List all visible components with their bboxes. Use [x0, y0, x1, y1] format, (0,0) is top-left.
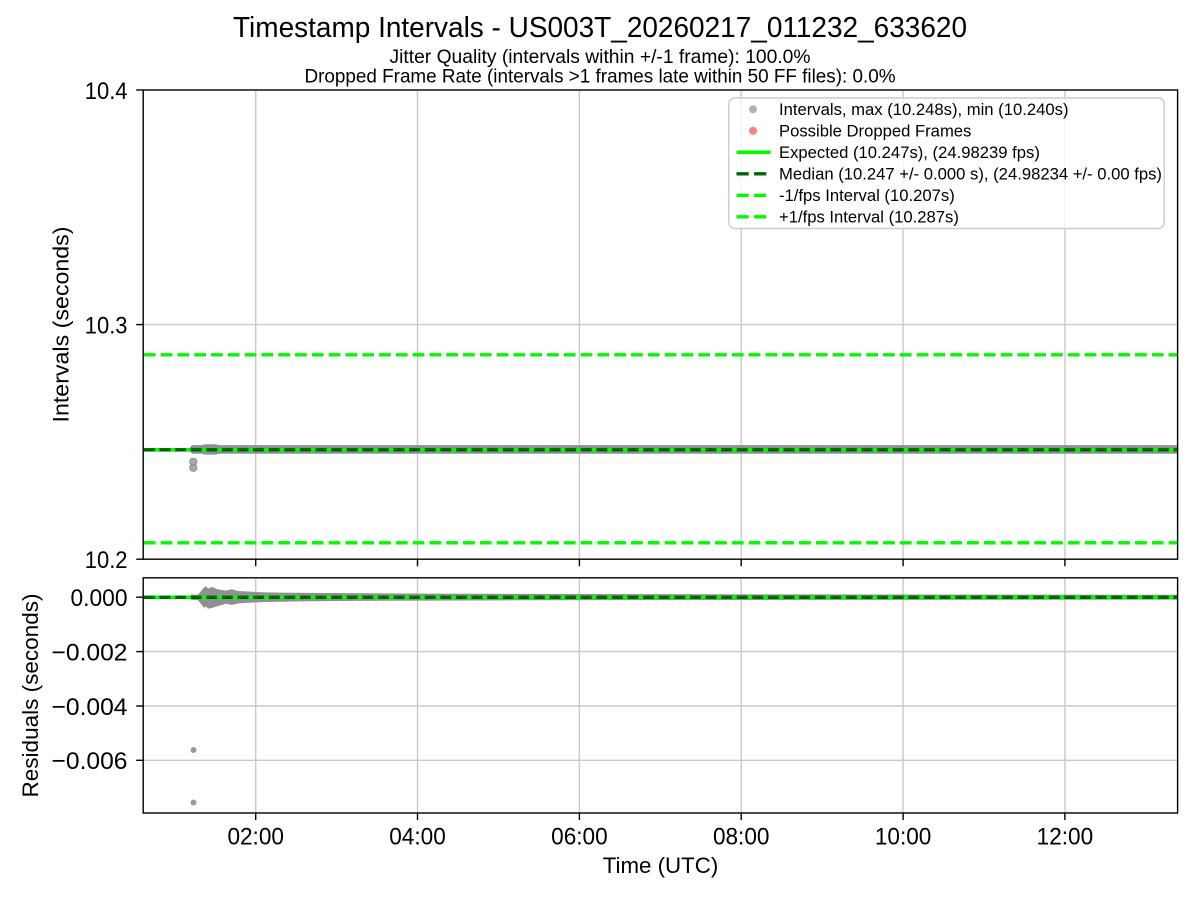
svg-text:0.000: 0.000	[71, 585, 128, 612]
svg-text:Intervals, max (10.248s), min: Intervals, max (10.248s), min (10.240s)	[779, 100, 1068, 119]
svg-text:−0.002: −0.002	[52, 640, 128, 667]
svg-text:10.3: 10.3	[85, 313, 128, 340]
svg-text:06:00: 06:00	[551, 824, 608, 851]
svg-text:Jitter Quality (intervals with: Jitter Quality (intervals within +/-1 fr…	[390, 46, 811, 68]
svg-text:+1/fps Interval (10.287s): +1/fps Interval (10.287s)	[779, 208, 959, 227]
svg-text:Expected (10.247s), (24.98239: Expected (10.247s), (24.98239 fps)	[779, 143, 1040, 162]
svg-text:10.2: 10.2	[85, 547, 128, 574]
svg-text:08:00: 08:00	[713, 824, 770, 851]
svg-text:-1/fps Interval (10.207s): -1/fps Interval (10.207s)	[779, 186, 955, 205]
svg-text:02:00: 02:00	[227, 824, 284, 851]
svg-text:Time (UTC): Time (UTC)	[603, 853, 719, 878]
svg-text:Residuals (seconds): Residuals (seconds)	[18, 594, 43, 798]
svg-text:Intervals (seconds): Intervals (seconds)	[49, 227, 74, 423]
svg-text:−0.004: −0.004	[52, 694, 128, 721]
svg-text:Timestamp Intervals - US003T_2: Timestamp Intervals - US003T_20260217_01…	[233, 12, 967, 44]
svg-text:Possible Dropped Frames: Possible Dropped Frames	[779, 122, 971, 141]
svg-text:10.4: 10.4	[85, 78, 128, 105]
svg-text:10:00: 10:00	[875, 824, 932, 851]
svg-text:12:00: 12:00	[1037, 824, 1094, 851]
svg-text:04:00: 04:00	[389, 824, 446, 851]
svg-text:Median (10.247 +/- 0.000 s), (: Median (10.247 +/- 0.000 s), (24.98234 +…	[779, 165, 1162, 184]
svg-text:Dropped Frame Rate (intervals: Dropped Frame Rate (intervals >1 frames …	[305, 66, 896, 88]
svg-text:−0.006: −0.006	[52, 748, 128, 775]
